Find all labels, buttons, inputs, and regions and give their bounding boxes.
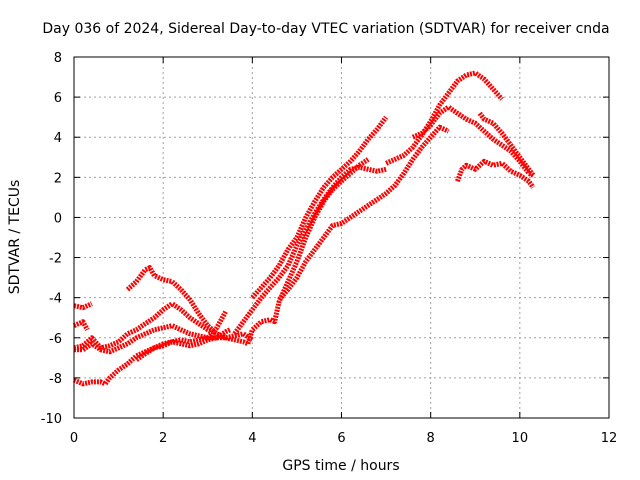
axes: 0 2 4 6 8 10 12 -10 -8 -6 -4 -2 0 2 4 6 8 xyxy=(41,51,618,446)
x-tick-label: 10 xyxy=(512,431,529,446)
series-layer xyxy=(72,70,536,387)
y-axis-label: SDTVAR / TECUs xyxy=(7,180,23,295)
x-tick-label: 8 xyxy=(427,431,435,446)
y-tick-label: 2 xyxy=(54,171,62,186)
series-arc-7 xyxy=(135,331,254,362)
x-axis-label: GPS time / hours xyxy=(282,458,399,474)
plot-frame xyxy=(73,56,610,419)
y-tick-label: -8 xyxy=(49,372,62,387)
series-arc-15 xyxy=(455,158,536,189)
y-tick-label: 4 xyxy=(54,131,62,146)
x-tick-label: 6 xyxy=(337,431,345,446)
x-tick-label: 2 xyxy=(159,431,167,446)
y-tick-label: 6 xyxy=(54,91,62,106)
y-tick-label: -10 xyxy=(41,412,62,427)
y-tick-label: -4 xyxy=(49,292,62,307)
series-arc-5 xyxy=(72,310,228,387)
y-tick-label: 8 xyxy=(54,51,62,66)
y-tick-label: -2 xyxy=(49,252,62,267)
x-tick-label: 4 xyxy=(248,431,256,446)
series-arc-8 xyxy=(232,164,387,336)
series-arc-10 xyxy=(245,157,370,345)
series-arc-4 xyxy=(72,319,90,332)
series-arc-14 xyxy=(477,111,536,177)
series-arc-3 xyxy=(73,301,93,311)
series-arc-13 xyxy=(411,104,535,178)
series-arc-11 xyxy=(277,124,450,302)
grid xyxy=(74,57,609,418)
series-arc-12 xyxy=(385,70,504,166)
x-tick-label: 0 xyxy=(70,431,78,446)
series-arc-9 xyxy=(250,115,389,300)
y-tick-label: -6 xyxy=(49,332,62,347)
x-tick-label: 12 xyxy=(601,431,618,446)
y-tick-label: 0 xyxy=(54,211,62,226)
chart-title: Day 036 of 2024, Sidereal Day-to-day VTE… xyxy=(42,21,609,37)
